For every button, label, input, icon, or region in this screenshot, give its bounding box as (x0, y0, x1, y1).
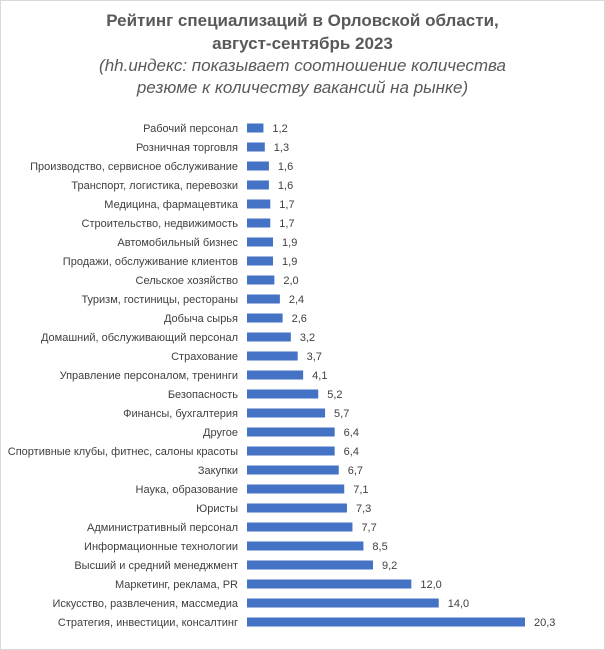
value-label: 2,4 (289, 294, 304, 306)
bar (247, 484, 345, 494)
category-label: Страхование (171, 351, 238, 363)
category-label: Производство, сервисное обслуживание (30, 161, 238, 173)
value-label: 5,7 (334, 408, 349, 420)
category-label: Строительство, недвижимость (82, 218, 239, 230)
category-label: Автомобильный бизнес (117, 237, 238, 249)
bar (247, 161, 269, 171)
value-label: 3,7 (307, 351, 322, 363)
category-label: Добыча сырья (164, 313, 238, 325)
category-label: Безопасность (168, 389, 238, 401)
bar (247, 313, 283, 323)
bar (247, 427, 335, 437)
category-label: Искусство, развлечения, массмедиа (52, 598, 238, 610)
category-label: Другое (203, 427, 238, 439)
value-label: 8,5 (372, 541, 387, 553)
value-label: 1,2 (272, 123, 287, 135)
bar (247, 142, 265, 152)
chart-title-line-1: Рейтинг специализаций в Орловской област… (106, 11, 499, 30)
value-label: 2,0 (283, 275, 298, 287)
value-label: 7,7 (361, 522, 376, 534)
category-label: Управление персоналом, тренинги (60, 370, 238, 382)
bar (247, 370, 304, 380)
value-label: 4,1 (312, 370, 327, 382)
bar (247, 617, 525, 627)
bar (247, 598, 439, 608)
value-label: 7,1 (353, 484, 368, 496)
category-label: Административный персонал (87, 522, 238, 534)
bar (247, 446, 335, 456)
value-label: 1,3 (274, 142, 289, 154)
bar (247, 332, 291, 342)
value-label: 3,2 (300, 332, 315, 344)
category-label: Розничная торговля (136, 142, 238, 154)
bar (247, 275, 275, 285)
category-label: Стратегия, инвестиции, консалтинг (58, 617, 238, 629)
bar (247, 256, 274, 266)
value-label: 20,3 (534, 617, 555, 629)
value-label: 1,6 (278, 180, 293, 192)
bar (247, 408, 326, 418)
category-label: Финансы, бухгалтерия (123, 408, 238, 420)
value-label: 7,3 (356, 503, 371, 515)
category-label: Спортивные клубы, фитнес, салоны красоты (8, 446, 238, 458)
chart-titles: Рейтинг специализаций в Орловской област… (1, 9, 604, 99)
chart-subtitle-line-2: резюме к количеству вакансий на рынке) (136, 78, 469, 97)
chart-title-line-2: август-сентябрь 2023 (212, 34, 393, 53)
bar (247, 237, 274, 247)
bar (247, 389, 319, 399)
value-label: 5,2 (327, 389, 342, 401)
category-label: Туризм, гостиницы, рестораны (81, 294, 238, 306)
category-label: Медицина, фармацевтика (104, 199, 239, 211)
value-label: 12,0 (420, 579, 441, 591)
bar (247, 351, 298, 361)
bar (247, 294, 280, 304)
bar (247, 465, 339, 475)
category-label: Маркетинг, реклама, PR (115, 579, 238, 591)
bar (247, 560, 373, 570)
value-label: 14,0 (448, 598, 469, 610)
bar (247, 579, 412, 589)
value-label: 1,6 (278, 161, 293, 173)
value-label: 6,7 (348, 465, 363, 477)
bar (247, 541, 364, 551)
category-label: Высший и средний менеджмент (74, 560, 238, 572)
category-label: Наука, образование (136, 484, 238, 496)
value-label: 6,4 (344, 446, 359, 458)
value-label: 1,9 (282, 256, 297, 268)
value-label: 2,6 (292, 313, 307, 325)
value-label: 1,7 (279, 199, 294, 211)
bar (247, 522, 353, 532)
value-label: 9,2 (382, 560, 397, 572)
chart-subtitle-line-1: (hh.индекс: показывает соотношение колич… (99, 56, 506, 75)
category-label: Домашний, обслуживающий персонал (41, 332, 238, 344)
value-label: 1,7 (279, 218, 294, 230)
bar (247, 218, 271, 228)
category-label: Транспорт, логистика, перевозки (71, 180, 238, 192)
value-label: 6,4 (344, 427, 359, 439)
bar (247, 123, 264, 133)
category-label: Сельское хозяйство (136, 275, 238, 287)
bar (247, 180, 269, 190)
category-label: Информационные технологии (84, 541, 238, 553)
bar (247, 199, 271, 209)
bar (247, 503, 347, 513)
category-label: Продажи, обслуживание клиентов (63, 256, 238, 268)
category-label: Юристы (196, 503, 238, 515)
category-label: Рабочий персонал (143, 123, 238, 135)
category-label: Закупки (198, 465, 238, 477)
value-label: 1,9 (282, 237, 297, 249)
